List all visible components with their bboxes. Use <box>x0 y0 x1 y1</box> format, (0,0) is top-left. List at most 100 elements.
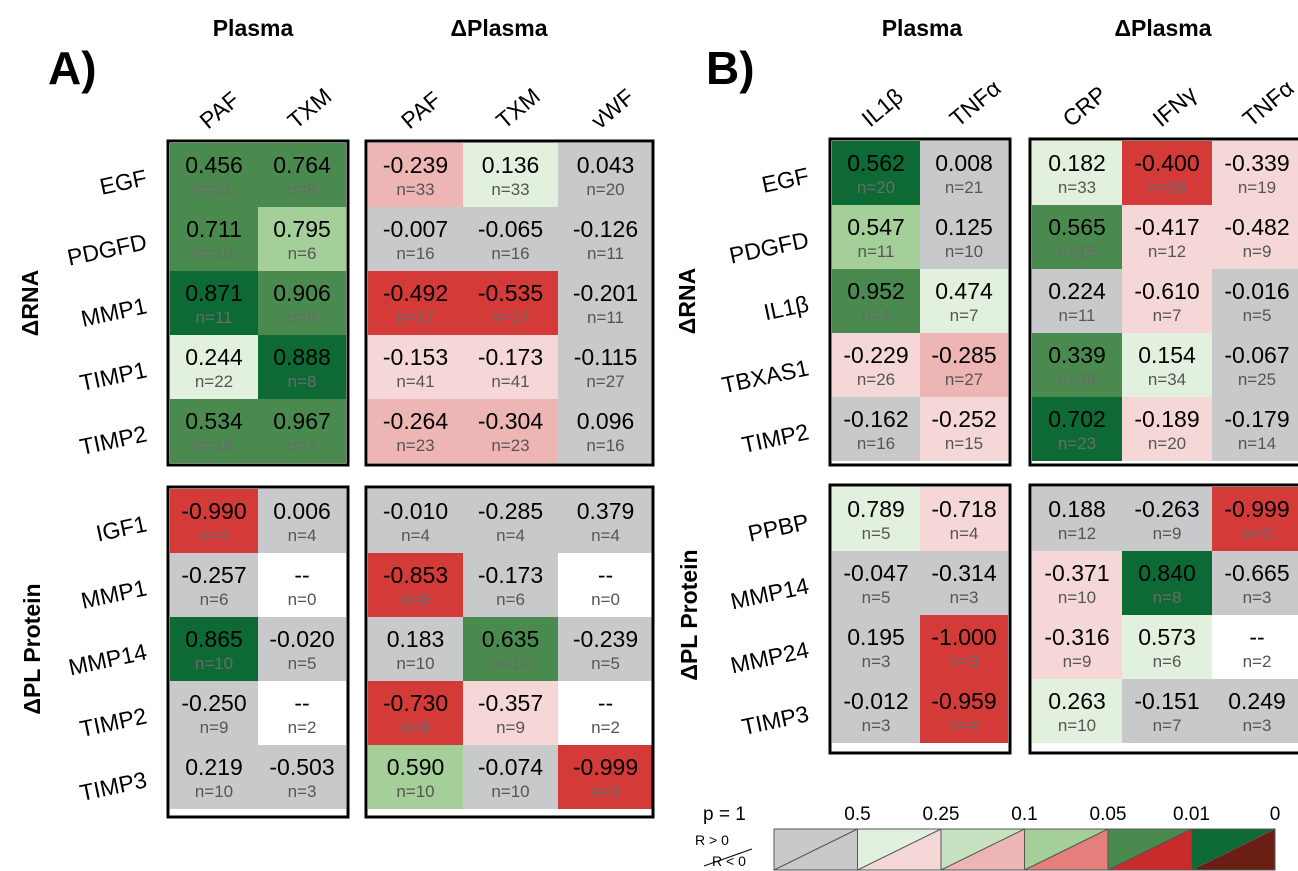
cell-n: n=33 <box>396 180 434 199</box>
heatmap-cell <box>170 271 258 335</box>
cell-value: -0.115 <box>574 344 638 370</box>
heatmap-cell <box>368 335 463 399</box>
legend-swatch-divider <box>857 828 942 871</box>
heatmap-cell <box>368 745 463 809</box>
cell-n: n=4 <box>591 526 620 545</box>
cell-value: -0.492 <box>383 280 448 306</box>
heatmap-cell <box>832 141 920 205</box>
row-label: IL1β <box>761 290 811 325</box>
heatmap-cell <box>1122 679 1212 743</box>
heatmap-cell <box>258 143 346 207</box>
legend-tick-label: 0 <box>1270 804 1281 825</box>
heatmap-cell <box>1212 269 1298 333</box>
heatmap-cell <box>1122 551 1212 615</box>
heatmap-cell <box>558 207 653 271</box>
cell-n: n=0 <box>288 590 317 609</box>
heatmap-cell <box>463 143 558 207</box>
row-label: TBXAS1 <box>719 354 811 398</box>
heatmap-cell <box>463 617 558 681</box>
cell-n: n=19 <box>1238 178 1276 197</box>
heatmap-cell <box>558 399 653 463</box>
heatmap-cell <box>1122 205 1212 269</box>
heatmap-cell <box>1122 615 1212 679</box>
cell-n: n=8 <box>288 372 317 391</box>
heatmap-cell <box>558 681 653 745</box>
cell-n: n=6 <box>1153 652 1182 671</box>
heatmap-cell <box>1032 141 1122 205</box>
row-group-label: ΔPL Protein <box>676 549 702 680</box>
cell-value: -0.252 <box>931 406 996 432</box>
cell-value: -0.314 <box>931 560 996 586</box>
cell-value: -0.316 <box>1044 624 1109 650</box>
heatmap-cell <box>1032 551 1122 615</box>
cell-n: n=4 <box>496 526 525 545</box>
cell-n: n=28 <box>1148 178 1186 197</box>
cell-value: 0.789 <box>847 496 905 522</box>
heatmap-cell <box>920 397 1008 461</box>
cell-value: -0.173 <box>478 344 543 370</box>
panel-label: B) <box>706 42 755 94</box>
cell-n: n=3 <box>1243 588 1272 607</box>
heatmap-cell <box>258 335 346 399</box>
heatmap-cell <box>463 271 558 335</box>
cell-n: n=15 <box>945 434 983 453</box>
cell-n: n=2 <box>591 718 620 737</box>
cell-n: n=3 <box>950 588 979 607</box>
block-border <box>828 137 1012 467</box>
cell-n: n=9 <box>1243 242 1272 261</box>
cell-value: 0.702 <box>1048 406 1106 432</box>
heatmap-cell <box>1122 269 1212 333</box>
cell-value: -0.151 <box>1134 688 1199 714</box>
column-label: PAF <box>195 86 245 134</box>
cell-n: n=39 <box>1058 370 1096 389</box>
cell-n: n=20 <box>857 178 895 197</box>
row-label: PDGFD <box>727 226 811 268</box>
cell-value: 0.125 <box>935 214 993 240</box>
cell-n: n=20 <box>1148 434 1186 453</box>
cell-n: n=10 <box>195 654 233 673</box>
cell-n: n=16 <box>396 244 434 263</box>
cell-n: n=5 <box>862 588 891 607</box>
cell-value: 0.865 <box>185 626 243 652</box>
cell-n: n=16 <box>857 434 895 453</box>
cell-n: n=7 <box>288 436 317 455</box>
cell-value: -0.264 <box>383 408 448 434</box>
heatmap-cell <box>368 207 463 271</box>
group-header: ΔPlasma <box>1114 15 1211 41</box>
cell-n: n=10 <box>1058 716 1096 735</box>
cell-n: n=17 <box>491 308 529 327</box>
heatmap-cell <box>258 489 346 553</box>
heatmap-cell <box>1122 141 1212 205</box>
heatmap-cell <box>1212 551 1298 615</box>
heatmap-cell <box>463 399 558 463</box>
cell-n: n=5 <box>288 654 317 673</box>
cell-n: n=8 <box>288 180 317 199</box>
cell-n: n=5 <box>862 524 891 543</box>
cell-n: n=16 <box>586 436 624 455</box>
heatmap-cell <box>558 271 653 335</box>
cell-n: n=3 <box>950 652 979 671</box>
block-border <box>1028 137 1298 467</box>
cell-n: n=14 <box>1238 434 1276 453</box>
cell-value: 0.871 <box>185 280 243 306</box>
cell-value: -0.229 <box>843 342 908 368</box>
heatmap-cell <box>558 745 653 809</box>
cell-value: 0.188 <box>1048 496 1106 522</box>
cell-n: n=5 <box>591 654 620 673</box>
cell-value: -0.239 <box>573 626 638 652</box>
cell-value: 0.590 <box>387 754 445 780</box>
cell-n: n=7 <box>950 306 979 325</box>
heatmap-cell <box>258 271 346 335</box>
heatmap-cell <box>832 269 920 333</box>
cell-n: n=3 <box>591 782 620 801</box>
heatmap-cell <box>832 679 920 743</box>
cell-n: n=0 <box>591 590 620 609</box>
heatmap-cell <box>1032 397 1122 461</box>
block-border <box>828 483 1012 755</box>
cell-value: 0.008 <box>935 150 993 176</box>
heatmap-cell <box>258 745 346 809</box>
heatmap-cell <box>832 551 920 615</box>
cell-n: n=5 <box>1243 306 1272 325</box>
cell-n: n=17 <box>396 308 434 327</box>
cell-value: -0.162 <box>843 406 908 432</box>
